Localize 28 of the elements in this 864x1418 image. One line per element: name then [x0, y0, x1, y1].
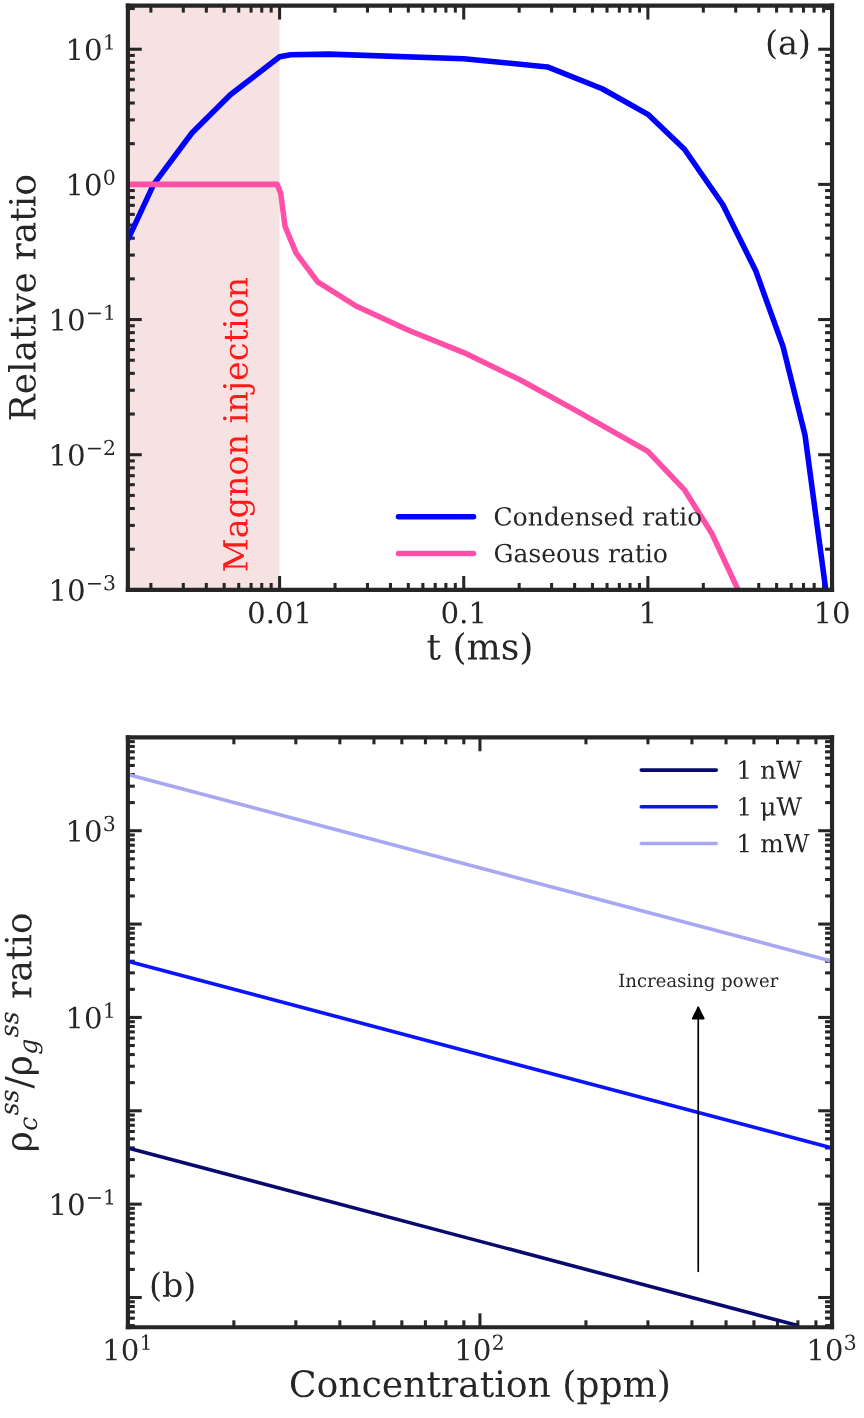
y-tick-label: 10$^{1}$ — [68, 34, 113, 61]
y-axis-title: Relative ratio — [8, 175, 36, 420]
y-tick-label: 10$^{1}$ — [68, 1002, 113, 1029]
y-axis-title: ρ$_{c}$$^{ss}$/ρ$_{g}$$^{ss}$ ratio — [4, 914, 43, 1151]
band-label: Magnon injection — [222, 277, 255, 571]
x-tick-label: 10$^{1}$ — [105, 1334, 150, 1361]
x-axis-title: Concentration (ppm) — [290, 1369, 669, 1405]
x-tick-label: 10$^{2}$ — [457, 1334, 503, 1361]
y-tick-label: 10$^{3}$ — [68, 815, 115, 842]
x-axis-title: t (ms) — [427, 632, 531, 666]
x-tick-label: 0.01 — [249, 601, 308, 624]
annotation: (a) — [767, 29, 809, 60]
legend-label: Condensed ratio — [494, 506, 701, 526]
x-tick-label: 10 — [817, 601, 849, 624]
legend-label: Gaseous ratio — [494, 543, 667, 563]
y-tick-label: 10$^{−1}$ — [52, 304, 114, 331]
y-tick-label: 10$^{−1}$ — [52, 1189, 114, 1216]
annotation: (b) — [151, 1271, 194, 1302]
y-tick-label: 10$^{0}$ — [68, 169, 115, 196]
legend-label: 1 μW — [739, 797, 802, 821]
annotation: Increasing power — [619, 973, 779, 992]
x-tick-label: 0.1 — [442, 601, 483, 624]
legend-label: 1 nW — [739, 760, 802, 779]
legend-label: 1 mW — [739, 833, 810, 853]
y-tick-label: 10$^{−2}$ — [52, 439, 114, 467]
y-tick-label: 10$^{−3}$ — [52, 575, 115, 602]
x-tick-label: 10$^{3}$ — [809, 1334, 856, 1361]
x-tick-label: 1 — [642, 601, 654, 624]
